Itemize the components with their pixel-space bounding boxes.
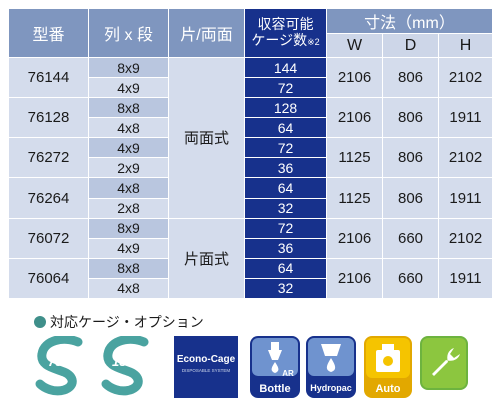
capacity-cell: 72 <box>244 137 327 159</box>
dim-w-cell: 2106 <box>326 217 383 259</box>
econo-cage-sublabel: DISPOSABLE SYSTEM <box>182 368 231 373</box>
dim-h-cell: 2102 <box>437 137 494 179</box>
header-capacity-line1: 収容可能 <box>257 16 314 32</box>
table-row: 2x9 36 <box>9 157 493 179</box>
dim-d-cell: 806 <box>382 56 439 99</box>
capacity-cell: 64 <box>244 257 327 279</box>
capacity-cell: 64 <box>244 177 327 199</box>
table-row: 4x8 32 <box>9 277 493 300</box>
econo-cage-label: Econo-Cage <box>177 354 236 365</box>
header-capacity: 収容可能 ケージ数※2 <box>244 8 327 58</box>
dim-d-cell: 806 <box>382 137 439 179</box>
dim-h-cell: 1911 <box>437 97 494 139</box>
header-h: H <box>437 33 494 58</box>
table-row: 76264 4x8 64 1125 806 1911 <box>8 177 494 219</box>
table-row: 76128 8x8 128 2106 806 1911 <box>8 97 494 139</box>
header-capacity-line2: ケージ数 <box>251 32 308 48</box>
ar-badge: AR <box>282 369 294 378</box>
capacity-cell: 32 <box>244 197 327 219</box>
table-row: 76144 8x9 両面式 144 2106 806 2102 <box>8 56 494 219</box>
config-cell: 2x9 <box>88 157 169 179</box>
auto-icon: Auto <box>364 336 412 398</box>
options-title: 対応ケージ・オプション <box>50 314 204 330</box>
dim-d-cell: 806 <box>382 97 439 139</box>
dim-w-cell: 2106 <box>326 97 383 139</box>
options-heading: 対応ケージ・オプション <box>34 312 204 332</box>
config-cell: 8x8 <box>88 257 169 279</box>
header-side: 片/両面 <box>168 8 245 58</box>
dim-h-cell: 2102 <box>437 217 494 259</box>
table-row: 4x9 72 <box>9 77 493 99</box>
s1800-icon: 1800 <box>101 336 149 396</box>
s1800-label: 1800 <box>112 354 142 369</box>
config-cell: 8x8 <box>88 97 169 119</box>
config-cell: 4x8 <box>88 117 169 139</box>
model-cell: 76072 <box>8 217 89 259</box>
s750-label: 750 <box>48 354 70 369</box>
model-cell: 76264 <box>8 177 89 219</box>
side-type-single: 片面式 <box>168 217 245 300</box>
dim-w-cell: 2106 <box>326 56 383 99</box>
bullet-dot-icon <box>34 316 46 328</box>
model-cell: 76064 <box>8 257 89 300</box>
dim-d-cell: 660 <box>382 217 439 259</box>
hydropac-icon: Hydropac <box>306 336 356 398</box>
econo-cage-icon: Econo-Cage DISPOSABLE SYSTEM <box>174 336 238 398</box>
dim-w-cell: 1125 <box>326 137 383 179</box>
config-cell: 4x8 <box>88 277 169 300</box>
config-cell: 4x9 <box>88 137 169 159</box>
bottle-label: Bottle <box>259 383 290 395</box>
capacity-cell: 36 <box>244 157 327 179</box>
spec-table: 型番 列 x 段 片/両面 収容可能 ケージ数※2 寸法（mm） W D H 7… <box>8 8 494 300</box>
s750-icon: 750 <box>35 336 83 396</box>
capacity-cell: 64 <box>244 117 327 139</box>
header-rows-cols: 列 x 段 <box>88 8 169 58</box>
header-w: W <box>326 33 383 58</box>
header-capacity-note: ※2 <box>307 37 320 47</box>
header-model: 型番 <box>8 8 89 58</box>
dim-h-cell: 2102 <box>437 56 494 99</box>
dim-w-cell: 1125 <box>326 177 383 219</box>
hydropac-label: Hydropac <box>310 383 352 393</box>
dim-h-cell: 1911 <box>437 257 494 300</box>
config-cell: 8x9 <box>88 217 169 239</box>
config-cell: 8x9 <box>88 56 169 79</box>
capacity-cell: 36 <box>244 237 327 259</box>
header-capacity-line2-wrap: ケージ数※2 <box>246 32 326 50</box>
capacity-cell: 72 <box>244 77 327 99</box>
model-cell: 76272 <box>8 137 89 179</box>
table-row: 76064 8x8 64 2106 660 1911 <box>8 257 494 300</box>
table-row: 76072 8x9 片面式 72 2106 660 2102 <box>8 217 494 300</box>
config-cell: 4x8 <box>88 177 169 199</box>
ar-bottle-icon: AR Bottle <box>250 336 300 398</box>
config-cell: 2x8 <box>88 197 169 219</box>
dim-h-cell: 1911 <box>437 177 494 219</box>
capacity-cell: 32 <box>244 277 327 300</box>
dim-d-cell: 660 <box>382 257 439 300</box>
config-cell: 4x9 <box>88 237 169 259</box>
model-cell: 76128 <box>8 97 89 139</box>
config-cell: 4x9 <box>88 77 169 99</box>
dim-w-cell: 2106 <box>326 257 383 300</box>
side-type-double: 両面式 <box>168 57 245 219</box>
capacity-cell: 72 <box>244 217 327 239</box>
capacity-cell: 128 <box>244 97 327 119</box>
table-row: 76272 4x9 72 1125 806 2102 <box>8 137 494 179</box>
header-d: D <box>382 33 439 58</box>
header-dimensions: 寸法（mm） <box>325 8 494 34</box>
dim-d-cell: 806 <box>382 177 439 219</box>
table-row: 4x9 36 <box>9 237 493 259</box>
model-cell: 76144 <box>8 56 89 99</box>
capacity-cell: 144 <box>244 56 327 79</box>
table-row: 4x8 64 <box>9 117 493 139</box>
wrench-icon <box>420 336 468 390</box>
auto-label: Auto <box>375 383 400 395</box>
